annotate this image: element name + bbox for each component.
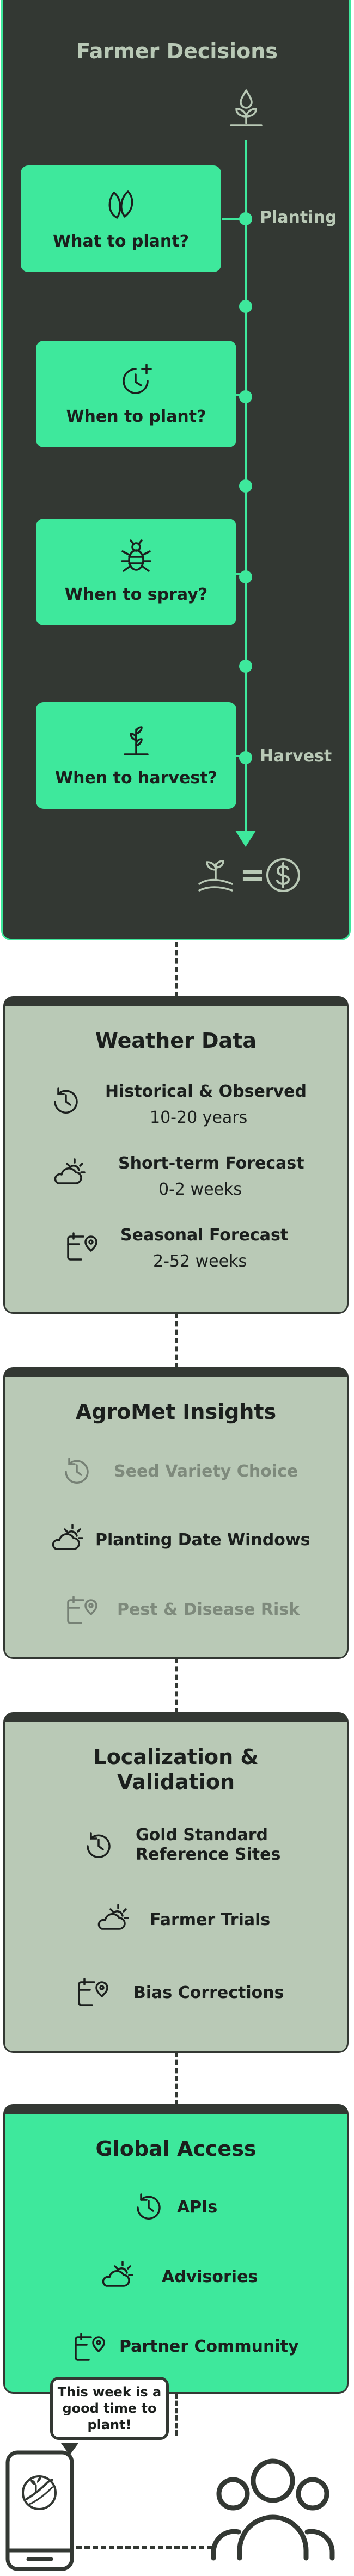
localization-row-label: Bias Corrections [133, 1983, 284, 2002]
decision-card-when-to-spray[interactable]: When to spray? [36, 519, 236, 625]
calendar-pin-icon [67, 1596, 97, 1624]
calendar-pin-icon [78, 1978, 108, 2006]
dashed-connector [175, 2052, 178, 2105]
dashed-connector [175, 1313, 178, 1368]
stage-label-harvest: Harvest [260, 747, 332, 766]
crop-icon [124, 726, 149, 755]
timeline-dot [239, 751, 252, 764]
sprout-field-icon [198, 860, 233, 892]
agromet-row-label: Planting Date Windows [95, 1530, 310, 1550]
history-icon [65, 1458, 89, 1484]
weather-row-sub: 2-52 weeks [153, 1252, 247, 1271]
dashed-connector [175, 1658, 178, 1713]
cloud-sun-icon [52, 1524, 83, 1550]
agromet-row-label: Seed Variety Choice [114, 1462, 298, 1481]
decision-card-when-to-harvest[interactable]: When to harvest? [36, 702, 236, 809]
decision-label: When to spray? [64, 585, 208, 604]
agromet-row-label: Pest & Disease Risk [117, 1600, 300, 1619]
localization-row-label-line2: Reference Sites [136, 1845, 281, 1864]
timeline-dot [239, 660, 252, 673]
card-connector [222, 218, 244, 220]
calendar-pin-icon [67, 1232, 97, 1261]
timeline-dot [239, 570, 252, 583]
localization-row-label: Gold Standard [136, 1825, 268, 1845]
bubble-tail [61, 2443, 78, 2455]
weather-data-card: Weather Data Historical & Observed 10-20… [3, 996, 349, 1314]
localization-row-label: Farmer Trials [150, 1910, 271, 1929]
global-access-card: Global Access APIs Advisories Partner Co… [3, 2104, 349, 2394]
dashed-connector [175, 942, 178, 997]
dollar-coin-icon [266, 858, 300, 892]
weather-title: Weather Data [95, 1029, 257, 1053]
history-icon [87, 1832, 111, 1858]
localization-title-line1: Localization & [93, 1745, 259, 1769]
weather-row-sub: 10-20 years [150, 1108, 248, 1127]
equals-sign: = [240, 857, 265, 893]
timeline-dot [239, 390, 252, 403]
advisory-speech-bubble: This week is a good time to plant! [50, 2377, 169, 2440]
global-row-label[interactable]: APIs [177, 2198, 218, 2217]
dashed-connector-horizontal [76, 2546, 212, 2549]
bubble-line: plant! [87, 2417, 132, 2432]
localization-validation-card: Localization & Validation Gold Standard … [3, 1712, 349, 2053]
seed-icon [108, 190, 133, 219]
weather-row-sub: 0-2 weeks [158, 1180, 242, 1199]
localization-title-line2: Validation [117, 1770, 235, 1794]
decisions-title: Farmer Decisions [76, 39, 278, 63]
calendar-pin-icon [75, 2333, 105, 2361]
cloud-sun-icon [97, 1904, 129, 1930]
weather-row-label: Historical & Observed [105, 1082, 307, 1101]
bubble-line: good time to [62, 2401, 157, 2416]
clock-plus-icon [123, 364, 152, 394]
decision-label: When to harvest? [55, 769, 217, 788]
timeline-dot [239, 479, 252, 493]
cloud-sun-icon [102, 2261, 133, 2287]
decision-card-when-to-plant[interactable]: When to plant? [36, 341, 236, 447]
decision-card-what-to-plant[interactable]: What to plant? [21, 165, 221, 272]
weather-row-label: Seasonal Forecast [120, 1226, 289, 1245]
cloud-sun-icon [54, 1158, 86, 1184]
decision-label: What to plant? [53, 232, 189, 251]
global-row-label[interactable]: Advisories [162, 2267, 258, 2286]
dashed-connector [175, 2393, 178, 2436]
timeline-dot [239, 300, 252, 313]
phone-app-icon[interactable] [4, 2449, 75, 2572]
community-icon[interactable] [210, 2449, 335, 2562]
timeline-arrow [235, 831, 256, 847]
global-row-label[interactable]: Partner Community [119, 2337, 299, 2356]
weather-row-label: Short-term Forecast [118, 1154, 304, 1173]
history-icon [54, 1087, 78, 1114]
stage-label-planting: Planting [260, 208, 337, 227]
decision-label: When to plant? [66, 407, 206, 426]
bug-icon [121, 539, 151, 572]
global-title: Global Access [95, 2137, 257, 2161]
seedling-drop-icon [230, 89, 263, 126]
agromet-title: AgroMet Insights [75, 1400, 277, 1424]
agromet-insights-card: AgroMet Insights Seed Variety Choice Pla… [3, 1367, 349, 1659]
history-icon [137, 2193, 161, 2220]
bubble-line: This week is a [57, 2384, 162, 2400]
